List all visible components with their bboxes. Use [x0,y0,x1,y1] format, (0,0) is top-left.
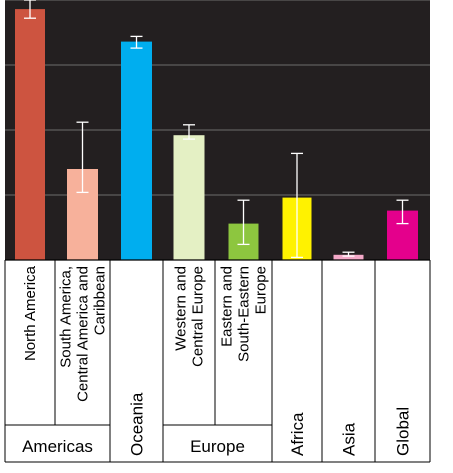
group-label: Africa [288,412,307,456]
group-label: Global [394,407,413,456]
group-label: Europe [190,437,245,456]
bar [15,9,45,260]
error-bar [342,251,355,257]
category-label: South America,Central America andCaribbe… [58,266,109,402]
category-labels: North America South America,Central Ameri… [22,265,270,402]
category-label: Western andCentral Europe [173,266,207,367]
group-label: Oceania [128,392,147,456]
category-table-lines [4,259,431,463]
bar [333,254,364,260]
bar [121,41,152,260]
error-bar [76,121,89,194]
bar [173,135,205,260]
error-bar [183,124,195,140]
group-label: Americas [22,437,93,456]
error-bar [396,199,409,225]
category-label: North America [22,265,39,361]
error-bar [130,35,143,49]
error-bar [237,199,250,246]
category-label: Eastern andSouth-EasternEurope [219,266,270,362]
error-bar [24,0,36,19]
group-label: Asia [340,422,359,456]
error-bar [291,152,303,259]
error-bars [24,0,409,259]
group-labels: Americas Oceania Europe Africa Asia Global [22,392,412,456]
